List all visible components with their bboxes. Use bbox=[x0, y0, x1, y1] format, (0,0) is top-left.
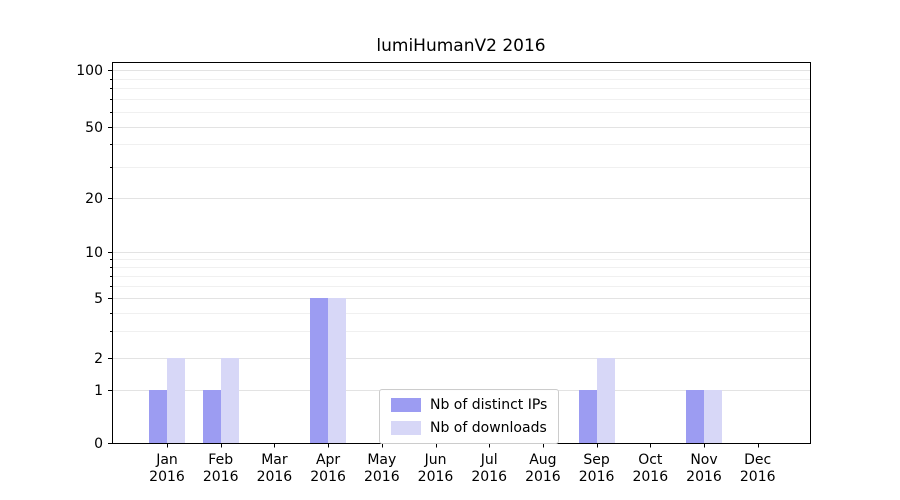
y-tick-label: 10 bbox=[85, 245, 103, 261]
x-tick-label-jun: Jun 2016 bbox=[418, 452, 454, 485]
x-tick-label-jan: Jan 2016 bbox=[149, 452, 185, 485]
x-tick-label-jul: Jul 2016 bbox=[471, 452, 507, 485]
x-tick-label-dec: Dec 2016 bbox=[740, 452, 776, 485]
bar-sep-series-1 bbox=[597, 358, 615, 443]
y-tick-label: 5 bbox=[94, 291, 103, 307]
bar-feb-series-0 bbox=[203, 390, 221, 443]
bar-nov-series-1 bbox=[704, 390, 722, 443]
x-tick-label-nov: Nov 2016 bbox=[686, 452, 722, 485]
legend-label-downloads: Nb of downloads bbox=[430, 420, 547, 436]
legend-swatch-distinct-ips bbox=[391, 398, 421, 412]
y-tick-label: 100 bbox=[76, 63, 103, 79]
x-tick-label-apr: Apr 2016 bbox=[310, 452, 346, 485]
bar-apr-series-1 bbox=[328, 298, 346, 443]
bar-jan-series-1 bbox=[167, 358, 185, 443]
legend-swatch-downloads bbox=[391, 421, 421, 435]
y-axis-ticks: 0 1 2 5 10 20 50 100 bbox=[76, 63, 112, 452]
bar-nov-series-0 bbox=[686, 390, 704, 443]
bars-series-1 bbox=[167, 298, 722, 443]
bars-series-0 bbox=[149, 298, 704, 443]
x-tick-label-mar: Mar 2016 bbox=[257, 452, 293, 485]
x-tick-label-may: May 2016 bbox=[364, 452, 400, 485]
legend-label-distinct-ips: Nb of distinct IPs bbox=[430, 397, 548, 413]
x-tick-label-feb: Feb 2016 bbox=[203, 452, 239, 485]
bar-sep-series-0 bbox=[579, 390, 597, 443]
legend-item-downloads: Nb of downloads bbox=[391, 420, 547, 436]
chart-title: lumiHumanV2 2016 bbox=[376, 36, 546, 56]
bar-jan-series-0 bbox=[149, 390, 167, 443]
bar-apr-series-0 bbox=[310, 298, 328, 443]
x-axis-ticks: Jan 2016 Feb 2016 Mar 2016 Apr 2016 May 2016 Jun 20… bbox=[149, 443, 776, 485]
y-tick-label: 2 bbox=[94, 351, 103, 367]
legend-item-distinct-ips: Nb of distinct IPs bbox=[391, 397, 547, 413]
x-tick-label-oct: Oct 2016 bbox=[632, 452, 668, 485]
gridlines-minor bbox=[112, 79, 810, 332]
x-tick-label-sep: Sep 2016 bbox=[579, 452, 615, 485]
y-tick-label: 0 bbox=[94, 436, 103, 452]
gridlines-major bbox=[112, 70, 810, 391]
y-tick-label: 1 bbox=[94, 383, 103, 399]
y-tick-label: 50 bbox=[85, 120, 103, 136]
bar-feb-series-1 bbox=[221, 358, 239, 443]
x-tick-label-aug: Aug 2016 bbox=[525, 452, 561, 485]
legend: Nb of distinct IPs Nb of downloads bbox=[379, 389, 560, 444]
y-tick-label: 20 bbox=[85, 191, 103, 207]
